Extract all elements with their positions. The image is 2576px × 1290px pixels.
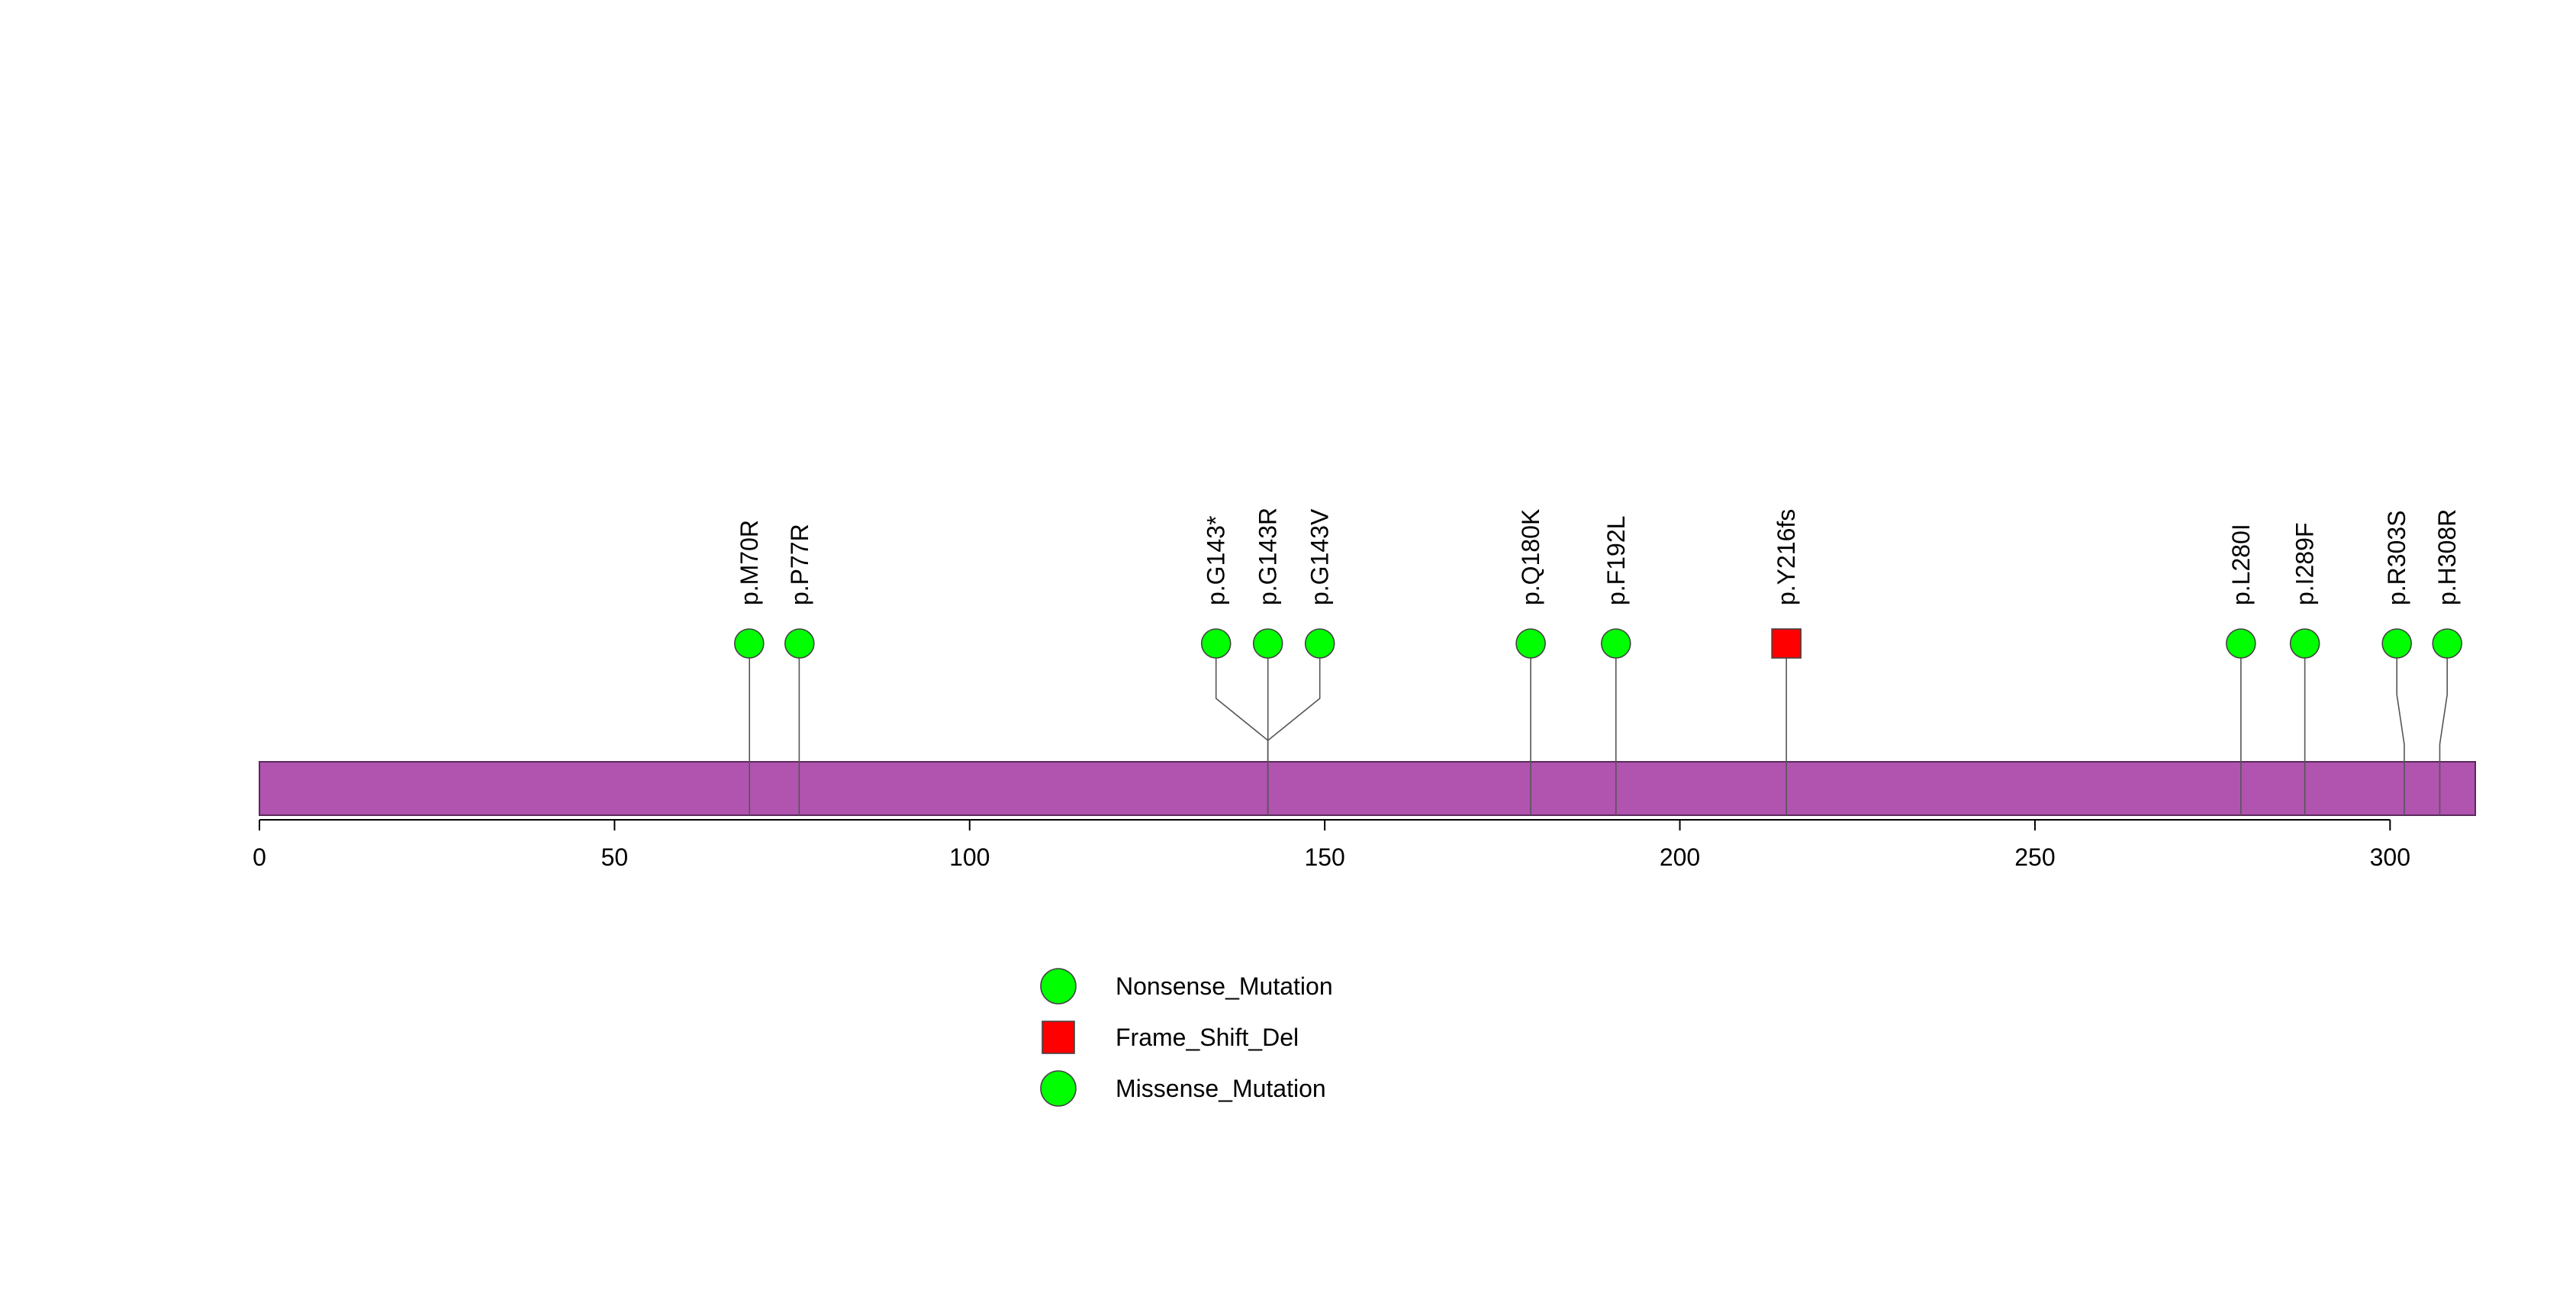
x-axis-tick-label: 250: [2014, 843, 2055, 871]
mutation-stems: [749, 658, 2448, 815]
legend-label: Frame_Shift_Del: [1116, 1024, 1299, 1051]
mutation-label: p.G143*: [1203, 516, 1230, 605]
x-axis: 0 50 100 150 200 250 300: [253, 819, 2410, 871]
legend-label: Nonsense_Mutation: [1116, 972, 1333, 1000]
mutation-marker-pq180k[interactable]: [1515, 628, 1546, 659]
x-axis-tick-label: 50: [601, 843, 629, 871]
mutation-label: p.R303S: [2383, 510, 2410, 605]
mutation-labels: p.M70R p.P77R p.G143* p.G143R p.G143V p.Q180K…: [736, 508, 2461, 605]
mutation-marker-py216fs[interactable]: [1771, 628, 1802, 659]
mutation-label: p.L280I: [2227, 524, 2255, 605]
legend: Nonsense_Mutation Frame_Shift_Del Missense…: [1040, 968, 1333, 1107]
mutation-stem: [2439, 658, 2448, 815]
mutation-stem: [1267, 658, 1321, 815]
mutation-marker-pm70r[interactable]: [734, 628, 765, 659]
mutation-marker-pp77r[interactable]: [784, 628, 815, 659]
legend-circle-icon: [1040, 968, 1077, 1005]
mutation-stem: [2396, 658, 2405, 815]
mutation-marker-ph308r[interactable]: [2432, 628, 2462, 659]
mutation-label: p.M70R: [736, 520, 763, 605]
mutation-label: p.Q180K: [1517, 509, 1544, 605]
mutation-label: p.P77R: [786, 524, 813, 605]
mutation-label: p.F192L: [1602, 516, 1630, 605]
x-axis-tick-label: 100: [949, 843, 990, 871]
mutation-marker-pg143[interactable]: [1200, 628, 1232, 659]
x-axis-tick-label: 150: [1304, 843, 1344, 871]
mutation-label: p.G143V: [1306, 508, 1334, 605]
mutation-marker-pf192l[interactable]: [1600, 628, 1631, 659]
x-axis-tick-label: 0: [253, 843, 266, 871]
mutation-markers: [734, 628, 2462, 659]
mutation-label: p.G143R: [1254, 508, 1282, 605]
mutation-marker-pg143v[interactable]: [1304, 628, 1335, 659]
x-axis-tick-label: 200: [1660, 843, 1700, 871]
mutation-label: p.Y216fs: [1773, 509, 1800, 605]
mutation-marker-pi289f[interactable]: [2289, 628, 2320, 659]
legend-label: Missense_Mutation: [1116, 1075, 1326, 1102]
legend-square-icon: [1042, 1021, 1075, 1054]
protein-domain-bar: [259, 761, 2476, 816]
mutation-marker-pl280i[interactable]: [2226, 628, 2256, 659]
x-axis-tick-label: 300: [2370, 843, 2410, 871]
mutation-label: p.H308R: [2433, 509, 2461, 605]
mutation-marker-pg143r[interactable]: [1252, 628, 1283, 659]
mutation-marker-pr303s[interactable]: [2381, 628, 2412, 659]
legend-circle-icon: [1040, 1070, 1077, 1107]
mutation-label: p.I289F: [2291, 522, 2319, 605]
